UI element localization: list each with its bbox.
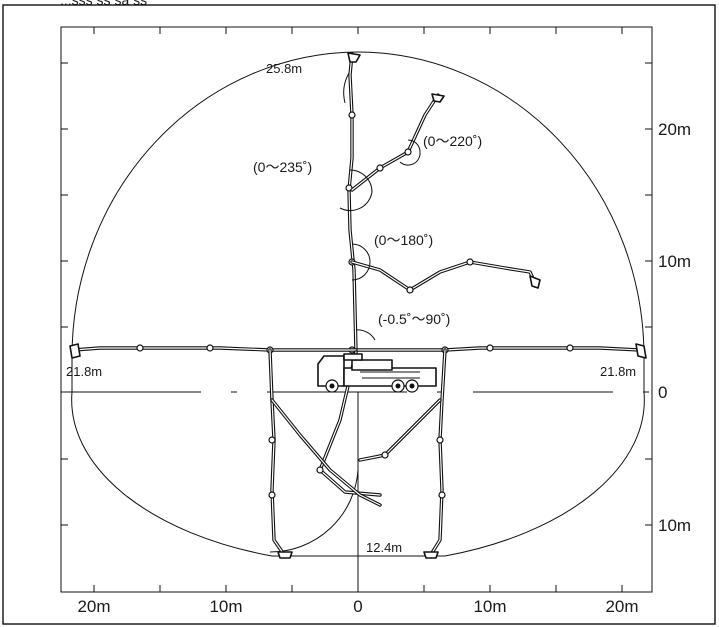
reach-right-label: 21.8m [600,364,636,379]
bottom-tick-label: 20m [605,597,638,616]
reach-left-label: 21.8m [66,364,102,379]
truck [317,353,437,393]
max-height-label: 25.8m [266,61,302,76]
right-tick-label: 10m [658,252,691,271]
bottom-tick-label: 10m [209,597,242,616]
boom-mid-right [350,258,541,294]
depth-arc [269,469,359,553]
header-caption: ...sss ss sa ss [60,0,147,8]
angle-arcs [339,139,421,341]
right-tick-label: 10m [658,516,691,535]
boom-box-right [423,348,447,559]
angle-label-boom3: (0～235˚) [253,159,312,175]
boom-vertical [343,52,361,354]
right-tick-label: 20m [658,120,691,139]
frame-ticks [61,27,652,592]
bottom-tick-label: 10m [473,597,506,616]
boom-upper-right [350,93,445,192]
angle-label-boom2: (0～180˚) [374,232,433,248]
right-tick-label: 0 [658,383,667,402]
outer-frame [2,4,716,625]
reach-envelope [71,51,645,557]
boom-box-left [268,348,293,559]
boom-horizontal [69,343,647,359]
depth-radius-label: 12.4m [366,540,402,555]
angle-label-boom1: (-0.5˚～90˚) [378,311,450,327]
angle-label-boom4: (0～220˚) [423,133,482,149]
boom-below-ground [270,350,442,507]
bottom-tick-label: 20m [77,597,110,616]
plot-frame [60,26,653,593]
bottom-tick-label: 0 [353,597,362,616]
